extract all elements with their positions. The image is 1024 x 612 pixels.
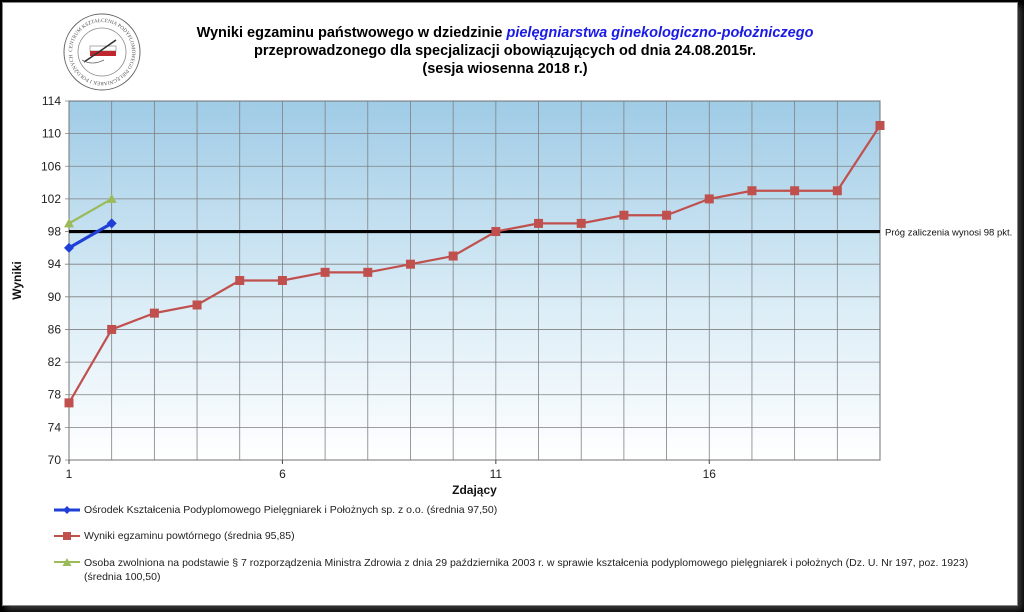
threshold-label: Próg zaliczenia wynosi 98 pkt.	[885, 228, 1012, 239]
data-point-square	[149, 308, 159, 318]
data-point-square	[534, 218, 544, 228]
legend-swatch-square-icon	[54, 532, 80, 540]
y-tick-label: 114	[42, 94, 61, 108]
data-point-square	[235, 276, 245, 285]
logo: CENTRUM KSZTAŁCENIA PODYPLOMOWEGO PIELĘG…	[63, 13, 141, 91]
legend-item-zwolniona: Osoba zwolniona na podstawie § 7 rozporz…	[54, 554, 968, 586]
title-line1-highlight: pielęgniarstwa ginekologiczno-położnicze…	[506, 25, 814, 41]
data-point-square	[832, 186, 842, 196]
data-point-square	[107, 324, 117, 334]
title-line2: przeprowadzonego dla specjalizacji obowi…	[253, 43, 757, 59]
y-tick-label: 98	[48, 225, 62, 239]
data-point-diamond	[64, 242, 74, 253]
data-point-square	[320, 267, 330, 277]
y-tick-label: 102	[41, 192, 61, 206]
y-tick-label: 94	[48, 257, 62, 271]
data-point-square	[704, 194, 714, 204]
y-tick-label: 90	[48, 290, 62, 304]
y-axis-label: Wyniki	[10, 261, 24, 299]
data-point-diamond	[106, 218, 117, 229]
title-line1-prefix: Wyniki egzaminu państwowego w dziedzinie	[196, 25, 507, 41]
legend-item-powtorny: Wyniki egzaminu powtórnego (średnia 95,8…	[54, 528, 968, 544]
series-line-diamond	[68, 221, 113, 250]
data-point-triangle	[106, 193, 117, 203]
data-point-square	[64, 398, 74, 408]
legend-swatch-triangle-icon	[54, 558, 80, 566]
y-tick-label: 74	[48, 420, 62, 434]
data-point-triangle	[64, 218, 74, 228]
y-tick-label: 82	[48, 355, 62, 369]
x-axis-label: Zdający	[452, 483, 497, 497]
data-point-square	[491, 227, 501, 237]
data-point-square	[192, 300, 202, 310]
y-tick-label: 106	[41, 159, 61, 173]
x-tick-label: 11	[490, 467, 503, 481]
legend-label-zwolniona-line2: (średnia 100,50)	[84, 571, 161, 583]
plot-area	[68, 100, 881, 461]
data-point-square	[790, 186, 800, 196]
data-point-square	[277, 276, 287, 285]
legend-item-osrodek: Ośrodek Kształcenia Podyplomowego Pielęg…	[54, 502, 968, 518]
data-point-square	[448, 251, 458, 261]
y-tick-label: 70	[48, 453, 62, 467]
legend-label-zwolniona-line1: Osoba zwolniona na podstawie § 7 rozporz…	[84, 557, 969, 569]
legend-swatch-diamond-icon	[54, 506, 80, 514]
x-tick-label: 1	[66, 467, 73, 481]
x-tick-label: 6	[279, 467, 286, 481]
data-point-square	[875, 120, 885, 130]
data-point-square	[576, 218, 586, 228]
series-line-square	[68, 124, 881, 404]
series-line-triangle	[68, 197, 113, 225]
legend: Ośrodek Kształcenia Podyplomowego Pielęg…	[54, 502, 968, 586]
data-point-square	[363, 267, 373, 277]
x-tick-label: 16	[703, 467, 717, 481]
title-line3: (sesja wiosenna 2018 r.)	[422, 61, 588, 77]
y-tick-label: 110	[42, 127, 61, 141]
data-point-square	[619, 210, 629, 220]
legend-label-osrodek: Ośrodek Kształcenia Podyplomowego Pielęg…	[84, 504, 498, 516]
data-point-square	[747, 186, 757, 196]
chart-title: Wyniki egzaminu państwowego w dziedzinie…	[120, 24, 890, 78]
legend-label-powtorny: Wyniki egzaminu powtórnego (średnia 95,8…	[84, 530, 295, 542]
y-tick-label: 78	[48, 388, 62, 402]
y-tick-label: 86	[48, 322, 62, 336]
data-point-square	[405, 259, 415, 269]
data-point-square	[662, 210, 672, 220]
